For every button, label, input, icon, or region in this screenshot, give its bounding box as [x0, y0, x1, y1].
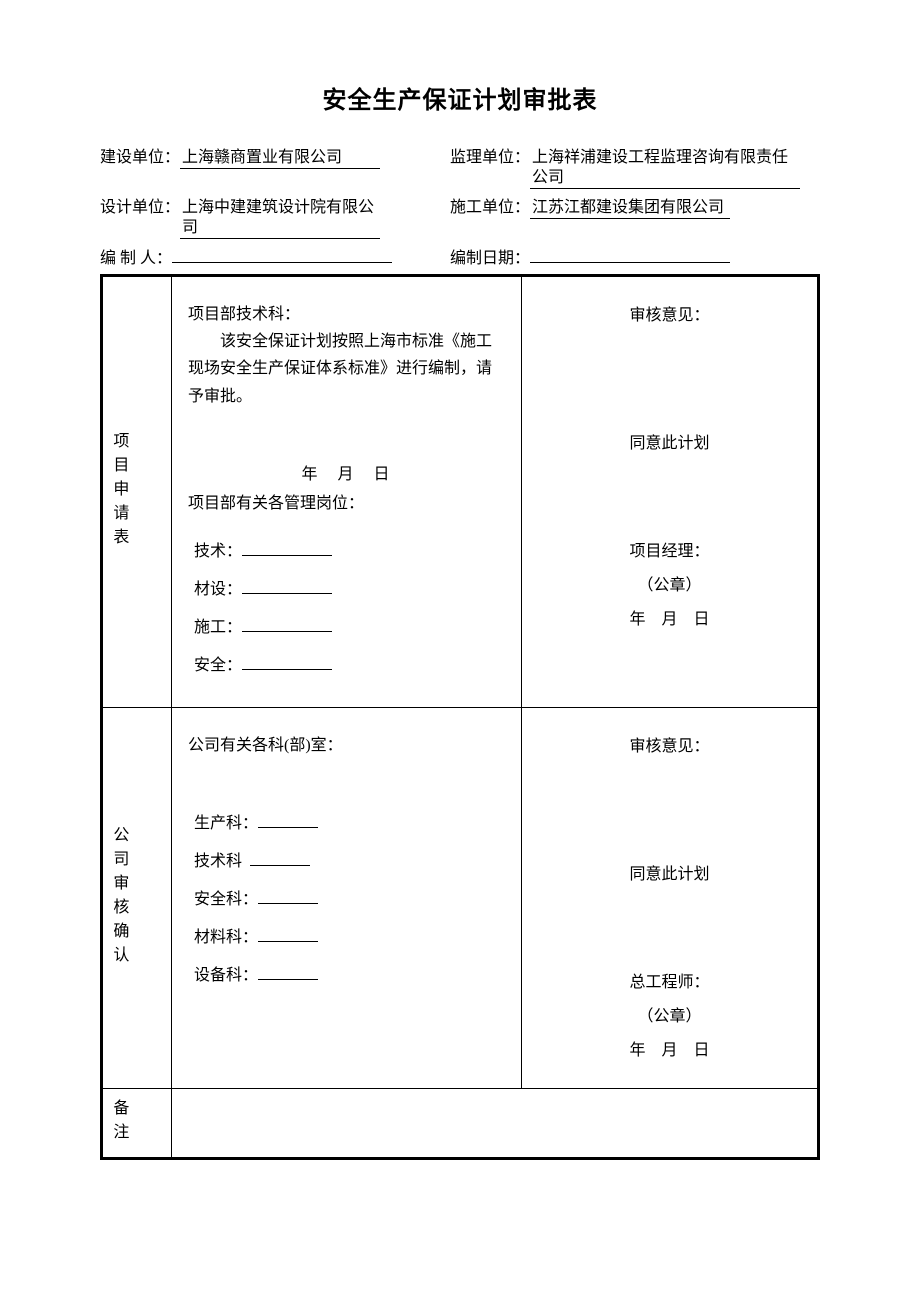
row1-f-safety-label: 安全： — [194, 657, 242, 674]
header-right-1: 监理单位： 上海祥浦建设工程监理咨询有限责任公司 — [450, 143, 820, 189]
row2-chief: 总工程师： — [538, 968, 801, 992]
row2-f-tech-blank — [250, 850, 310, 866]
row1-ymd: 年 月 日 — [538, 605, 801, 629]
page-title: 安全生产保证计划审批表 — [100, 80, 820, 115]
row1-field-tech: 技术： — [188, 537, 505, 561]
table-row-company: 公 司 审 核 确 认 公司有关各科(部)室： 生产科： 技术科 安全科： 材料… — [102, 707, 819, 1088]
supervision-label: 监理单位： — [450, 143, 530, 167]
row2-right-cell: 审核意见： 同意此计划 总工程师： （公章） 年 月 日 — [522, 707, 819, 1088]
preparer-value — [172, 243, 392, 263]
row1-f-safety-blank — [242, 654, 332, 670]
row2-side-char-4: 核 — [103, 898, 133, 922]
design-value: 上海中建建筑设计院有限公司 — [180, 198, 380, 239]
header-row-2: 设计单位： 上海中建建筑设计院有限公司 施工单位： 江苏江都建设集团有限公司 — [100, 193, 820, 239]
row2-field-prod: 生产科： — [188, 809, 505, 833]
row1-mid-cell: 项目部技术科： 该安全保证计划按照上海市标准《施工现场安全生产保证体系标准》进行… — [172, 276, 522, 708]
header-right-3: 编制日期： — [450, 243, 820, 268]
row1-side-label-cell: 项 目 申 请 表 — [102, 276, 172, 708]
row3-side-label-cell: 备 注 — [102, 1088, 172, 1158]
builder-label: 施工单位： — [450, 193, 530, 217]
row2-side-char-6: 认 — [103, 946, 133, 970]
builder-value: 江苏江都建设集团有限公司 — [530, 198, 730, 219]
header-row-1: 建设单位： 上海赣商置业有限公司 监理单位： 上海祥浦建设工程监理咨询有限责任公… — [100, 143, 820, 189]
prepdate-label: 编制日期： — [450, 244, 530, 268]
row1-f-construction-label: 施工： — [194, 619, 242, 636]
row1-side-char-5: 表 — [103, 528, 133, 552]
prepdate-value — [530, 243, 730, 263]
row1-side-char-1: 项 — [103, 432, 133, 456]
row1-mid-ymd: 年 月 日 — [188, 460, 505, 484]
row2-side-char-3: 审 — [103, 874, 133, 898]
row1-f-tech-blank — [242, 540, 332, 556]
approval-table: 项 目 申 请 表 项目部技术科： 该安全保证计划按照上海市标准《施工现场安全生… — [100, 274, 820, 1160]
row1-positions-label: 项目部有关各管理岗位： — [188, 490, 505, 517]
row1-side-char-3: 申 — [103, 480, 133, 504]
row1-body: 该安全保证计划按照上海市标准《施工现场安全生产保证体系标准》进行编制，请予审批。 — [188, 328, 505, 410]
row1-side-char-2: 目 — [103, 456, 133, 480]
row2-side-label-cell: 公 司 审 核 确 认 — [102, 707, 172, 1088]
row1-f-material-label: 材设： — [194, 581, 242, 598]
header-right-2: 施工单位： 江苏江都建设集团有限公司 — [450, 193, 820, 239]
row2-f-prod-label: 生产科： — [194, 815, 258, 832]
row1-tech-dept: 项目部技术科： — [188, 301, 505, 328]
header-left-1: 建设单位： 上海赣商置业有限公司 — [100, 143, 450, 189]
row2-field-material: 材料科： — [188, 923, 505, 947]
row3-side-char-2: 注 — [103, 1123, 133, 1147]
row1-seal: （公章） — [538, 571, 801, 595]
row1-review-label: 审核意见： — [538, 301, 801, 325]
row2-side-char-2: 司 — [103, 850, 133, 874]
row2-f-equip-label: 设备科： — [194, 967, 258, 984]
row2-f-safety-label: 安全科： — [194, 891, 258, 908]
preparer-label: 编 制 人： — [100, 244, 172, 268]
row2-f-safety-blank — [258, 888, 318, 904]
supervision-value: 上海祥浦建设工程监理咨询有限责任公司 — [530, 148, 800, 189]
header-block: 建设单位： 上海赣商置业有限公司 监理单位： 上海祥浦建设工程监理咨询有限责任公… — [100, 143, 820, 268]
row2-side-char-1: 公 — [103, 826, 133, 850]
row2-field-tech: 技术科 — [188, 847, 505, 871]
row1-side-char-4: 请 — [103, 504, 133, 528]
design-label: 设计单位： — [100, 193, 180, 217]
row1-agree: 同意此计划 — [538, 429, 801, 453]
header-left-3: 编 制 人： — [100, 243, 450, 268]
construction-label: 建设单位： — [100, 143, 180, 167]
row2-field-equip: 设备科： — [188, 961, 505, 985]
row1-field-material: 材设： — [188, 575, 505, 599]
header-left-2: 设计单位： 上海中建建筑设计院有限公司 — [100, 193, 450, 239]
row1-field-construction: 施工： — [188, 613, 505, 637]
row2-seal: （公章） — [538, 1002, 801, 1026]
table-row-project: 项 目 申 请 表 项目部技术科： 该安全保证计划按照上海市标准《施工现场安全生… — [102, 276, 819, 708]
row2-f-material-blank — [258, 926, 318, 942]
row2-field-safety: 安全科： — [188, 885, 505, 909]
row2-f-equip-blank — [258, 964, 318, 980]
construction-value: 上海赣商置业有限公司 — [180, 148, 380, 169]
row2-review-label: 审核意见： — [538, 732, 801, 756]
row1-f-construction-blank — [242, 616, 332, 632]
row2-f-tech-label: 技术科 — [194, 853, 242, 870]
row2-sig-block: 总工程师： （公章） 年 月 日 — [538, 968, 801, 1060]
row1-right-cell: 审核意见： 同意此计划 项目经理： （公章） 年 月 日 — [522, 276, 819, 708]
row1-field-safety: 安全： — [188, 651, 505, 675]
row2-dept-label: 公司有关各科(部)室： — [188, 732, 505, 759]
row1-f-tech-label: 技术： — [194, 543, 242, 560]
header-row-3: 编 制 人： 编制日期： — [100, 243, 820, 268]
row2-f-material-label: 材料科： — [194, 929, 258, 946]
row2-f-prod-blank — [258, 812, 318, 828]
row1-sig-block: 项目经理： （公章） 年 月 日 — [538, 537, 801, 629]
row3-content-cell — [172, 1088, 819, 1158]
row1-pm: 项目经理： — [538, 537, 801, 561]
row3-side-char-1: 备 — [103, 1099, 133, 1123]
row2-agree: 同意此计划 — [538, 860, 801, 884]
row2-ymd: 年 月 日 — [538, 1036, 801, 1060]
row2-side-char-5: 确 — [103, 922, 133, 946]
row1-f-material-blank — [242, 578, 332, 594]
row2-mid-cell: 公司有关各科(部)室： 生产科： 技术科 安全科： 材料科： 设备科： — [172, 707, 522, 1088]
table-row-remark: 备 注 — [102, 1088, 819, 1158]
